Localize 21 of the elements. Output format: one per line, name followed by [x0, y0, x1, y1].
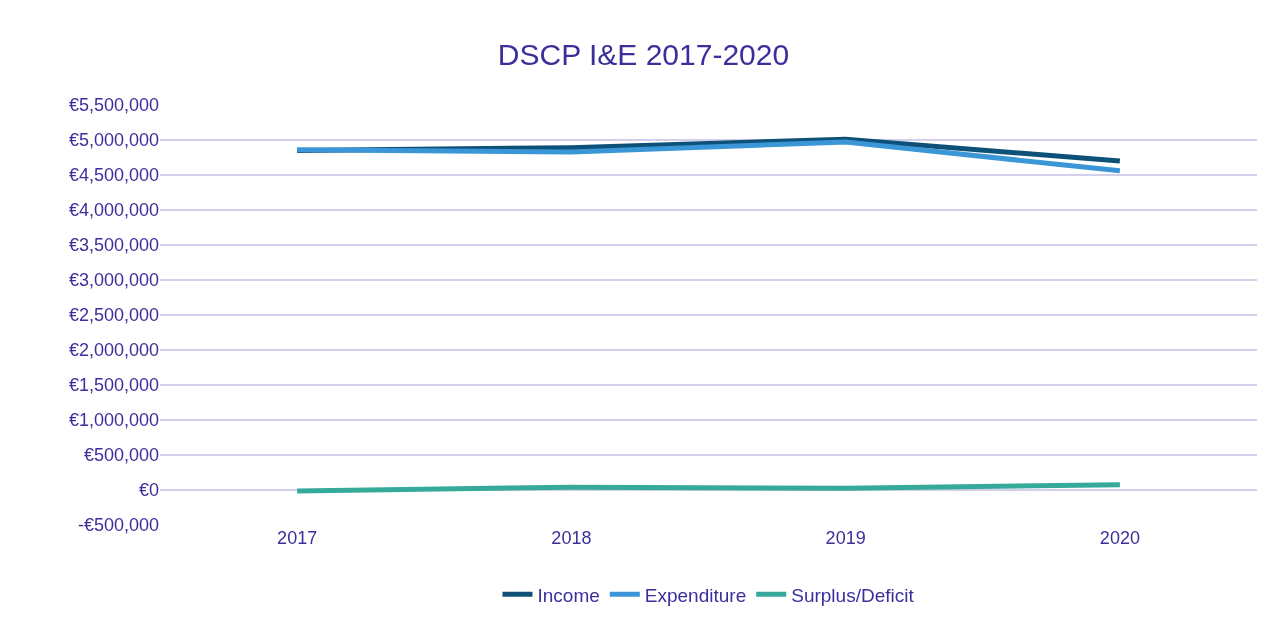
y-tick-label: €2,500,000 [68, 305, 159, 326]
x-tick-label: 2017 [277, 528, 318, 548]
legend-label: Expenditure [644, 584, 747, 606]
y-tick-label: €4,500,000 [68, 165, 159, 186]
y-tick-label: €1,500,000 [68, 375, 159, 396]
y-tick-label: €5,500,000 [68, 95, 159, 116]
y-tick-label: €3,000,000 [68, 270, 159, 291]
y-tick-label: €500,000 [83, 445, 159, 466]
y-tick-label: €3,500,000 [68, 235, 159, 256]
chart-title: DSCP I&E 2017-2020 [497, 37, 790, 71]
y-tick-label: €1,000,000 [68, 410, 159, 431]
legend-label: Surplus/Deficit [791, 584, 915, 606]
x-tick-label: 2018 [551, 528, 592, 548]
y-tick-label: €0 [138, 480, 159, 501]
legend-label: Income [537, 584, 600, 606]
x-tick-label: 2020 [1099, 528, 1140, 548]
x-tick-label: 2019 [825, 528, 866, 548]
y-tick-label: €2,000,000 [68, 340, 159, 361]
y-tick-label: €4,000,000 [68, 200, 159, 221]
y-tick-label: €5,000,000 [68, 130, 159, 151]
y-tick-label: -€500,000 [77, 515, 159, 536]
